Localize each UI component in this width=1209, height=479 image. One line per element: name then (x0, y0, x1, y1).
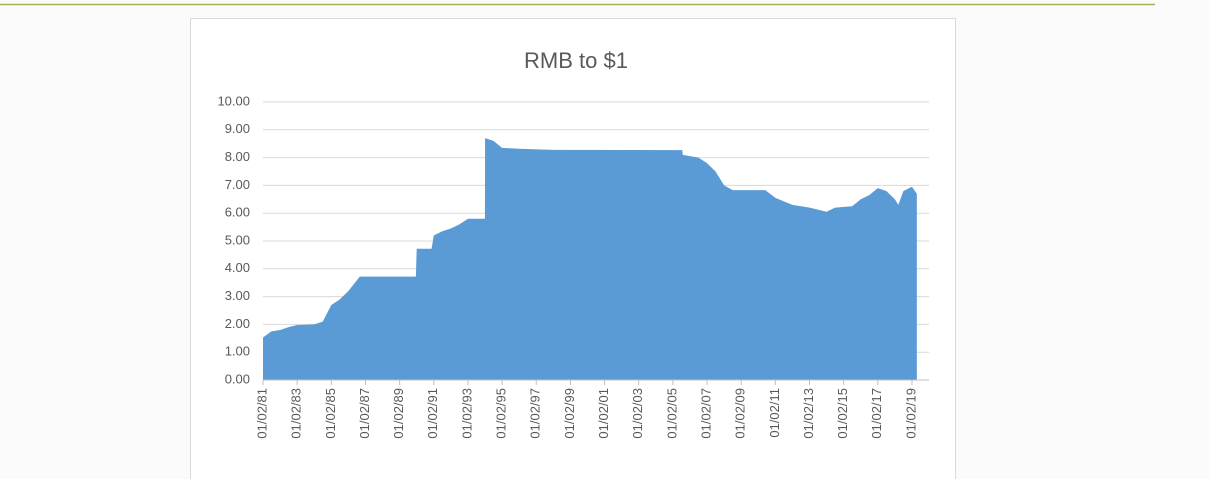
x-tick-label: 01/02/11 (767, 388, 782, 438)
x-tick-label: 01/02/89 (391, 388, 406, 439)
x-tick-label: 01/02/05 (664, 388, 679, 439)
x-tick-label: 01/02/03 (630, 388, 645, 439)
x-tick-label: 01/02/01 (596, 388, 611, 439)
y-tick-label: 1.00 (225, 344, 250, 359)
x-tick-label: 01/02/99 (562, 388, 577, 439)
y-tick-label: 5.00 (225, 232, 250, 247)
y-tick-label: 8.00 (225, 149, 250, 164)
x-tick-label: 01/02/13 (801, 388, 816, 439)
x-tick-label: 01/02/19 (903, 388, 918, 439)
x-tick-label: 01/02/07 (698, 388, 713, 439)
x-tick-label: 01/02/83 (289, 388, 304, 439)
x-tick-label: 01/02/87 (357, 388, 372, 439)
x-tick-label: 01/02/09 (733, 388, 748, 439)
x-tick-label: 01/02/85 (323, 388, 338, 439)
y-tick-label: 3.00 (225, 288, 250, 303)
x-tick-label: 01/02/91 (425, 388, 440, 439)
x-tick-label: 01/02/15 (835, 388, 850, 439)
x-tick-label: 01/02/93 (459, 388, 474, 439)
y-tick-label: 0.00 (225, 371, 250, 386)
y-tick-label: 10.00 (217, 93, 250, 108)
y-tick-label: 7.00 (225, 177, 250, 192)
y-tick-label: 2.00 (225, 316, 250, 331)
y-tick-label: 6.00 (225, 205, 250, 220)
x-tick-label: 01/02/95 (494, 388, 509, 439)
y-tick-label: 4.00 (225, 260, 250, 275)
y-tick-label: 9.00 (225, 121, 250, 136)
x-tick-label: 01/02/17 (869, 388, 884, 439)
area (263, 138, 917, 380)
x-tick-label: 01/02/81 (254, 388, 269, 439)
chart-title: RMB to $1 (524, 48, 628, 73)
x-tick-label: 01/02/97 (528, 388, 543, 439)
